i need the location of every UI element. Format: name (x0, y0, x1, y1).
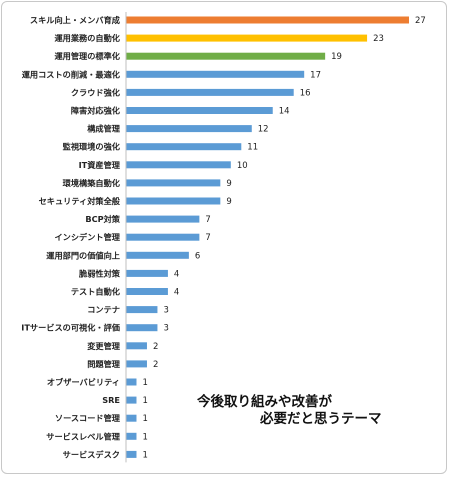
bar (126, 107, 273, 114)
category-label: オブザーバビリティ (47, 377, 120, 387)
category-label: サービスレベル管理 (46, 431, 121, 441)
bar (126, 34, 368, 42)
bar (126, 269, 168, 277)
category-label: 変更管理 (87, 341, 121, 351)
bar (126, 378, 137, 386)
category-label: 運用コストの削減・最適化 (22, 69, 121, 79)
bar (126, 88, 294, 96)
value-label: 1 (142, 378, 147, 388)
bar (126, 125, 252, 133)
category-label: 構成管理 (87, 124, 121, 134)
bar (126, 215, 200, 223)
bar (126, 414, 137, 422)
category-label: 環境構築自動化 (63, 178, 121, 188)
value-label: 4 (174, 269, 179, 279)
caption-line-1: 今後取り組みや改善が (197, 394, 332, 410)
value-label: 6 (195, 251, 200, 261)
bar (126, 450, 137, 458)
value-label: 7 (205, 215, 210, 225)
value-label: 27 (415, 16, 426, 26)
value-label: 1 (142, 414, 147, 424)
value-label: 12 (258, 125, 269, 135)
category-label: 問題管理 (87, 359, 121, 369)
value-label: 9 (226, 179, 231, 189)
value-label: 10 (237, 161, 248, 171)
category-label: テスト自動化 (71, 287, 121, 297)
value-label: 9 (226, 197, 231, 207)
bar (126, 161, 231, 169)
bar (126, 396, 137, 404)
chart-caption: 今後取り組みや改善が 必要だと思うテーマ (197, 394, 427, 428)
category-label: インシデント管理 (54, 232, 120, 242)
bar (126, 251, 189, 259)
value-label: 19 (331, 52, 342, 62)
category-label: BCP対策 (85, 214, 120, 224)
bar (126, 16, 409, 24)
value-label: 16 (300, 88, 311, 98)
bar (126, 342, 147, 350)
value-label: 1 (142, 396, 147, 406)
category-label: スキル向上・メンバ育成 (30, 15, 121, 25)
category-label: 脆弱性対策 (78, 268, 121, 278)
value-label: 23 (373, 34, 384, 44)
category-label: セキュリティ対策全般 (39, 196, 121, 206)
category-label: 運用業務の自動化 (54, 33, 120, 43)
category-label: 運用部門の価値向上 (46, 250, 120, 260)
caption-line-2: 必要だと思うテーマ (260, 411, 382, 427)
bar (126, 233, 200, 241)
bar (126, 288, 168, 295)
bar (126, 324, 158, 332)
value-label: 3 (163, 306, 168, 316)
category-label: コンテナ (87, 305, 120, 315)
category-label: 運用管理の標準化 (54, 51, 120, 61)
value-label: 3 (163, 324, 168, 334)
value-label: 11 (247, 143, 258, 153)
bar (126, 70, 305, 78)
value-label: 2 (153, 342, 158, 352)
bar (126, 52, 326, 60)
value-label: 2 (153, 360, 158, 370)
category-label: IT資産管理 (79, 160, 121, 170)
category-label: 障害対応強化 (71, 106, 121, 116)
value-label: 14 (279, 107, 290, 117)
value-label: 1 (142, 432, 147, 442)
category-label: 監視環境の強化 (63, 142, 121, 152)
value-label: 4 (174, 288, 179, 298)
category-label: ITサービスの可視化・評価 (21, 323, 120, 333)
category-label: サービスデスク (63, 449, 120, 459)
bar (126, 306, 158, 314)
bar (126, 197, 221, 205)
bar (126, 143, 242, 151)
value-label: 17 (310, 70, 321, 80)
value-label: 7 (205, 233, 210, 243)
category-label: SRE (102, 395, 120, 405)
bar (126, 432, 137, 440)
value-label: 1 (142, 450, 147, 460)
category-label: ソースコード管理 (55, 413, 121, 423)
category-label: クラウド強化 (71, 87, 121, 97)
bar (126, 179, 221, 187)
bar (126, 360, 147, 368)
